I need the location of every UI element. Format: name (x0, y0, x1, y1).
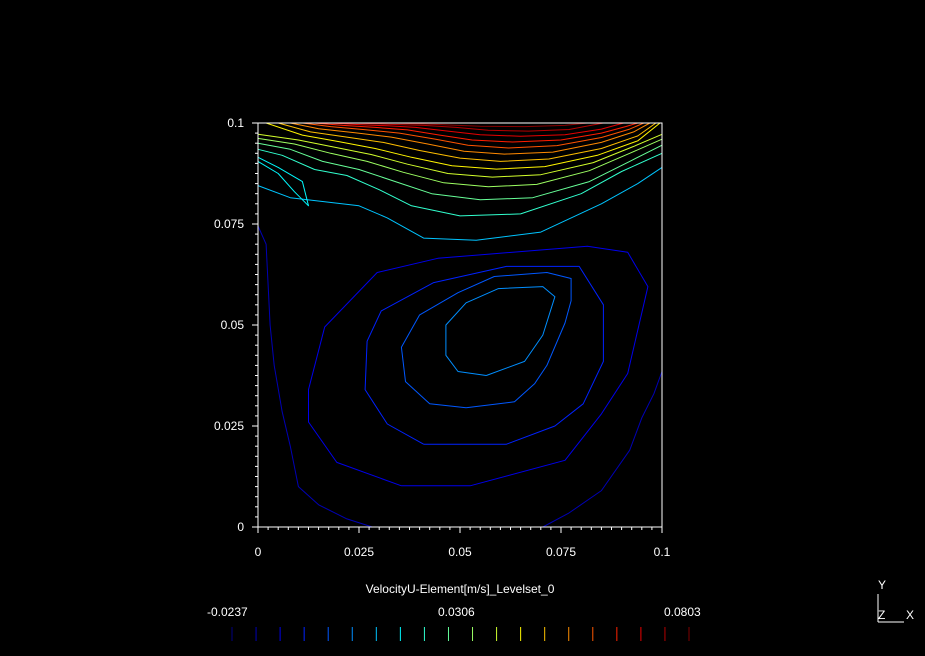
contour-line-17 (330, 122, 624, 137)
y-tick-label: 0.05 (221, 318, 245, 332)
y-tick-label: 0 (237, 520, 244, 534)
contour-line-10 (257, 137, 663, 188)
x-tick-label: 0.05 (448, 545, 472, 559)
y-tick-label: 0.1 (227, 116, 244, 130)
contour-line-1 (542, 371, 663, 528)
y-tick-label: 0.075 (214, 217, 244, 231)
colorbar-mid-label: 0.0306 (438, 605, 475, 619)
x-tick-label: 0.1 (654, 545, 671, 559)
axis-triad: Y Z X (874, 578, 919, 628)
triad-z-label: Z (878, 608, 886, 622)
contour-line-13 (278, 122, 657, 162)
triad-x-label: X (906, 608, 915, 622)
contour-line-14 (290, 122, 651, 155)
contour-line-4 (400, 272, 572, 409)
contour-line-11 (257, 133, 663, 178)
plot-frame (257, 122, 663, 528)
contour-line-9 (257, 142, 663, 201)
contour-line-16 (314, 122, 638, 143)
colorbar-swatches (231, 627, 690, 641)
contour-line-0 (257, 225, 373, 528)
contour-line-18 (354, 122, 604, 132)
contour-line-5 (445, 286, 556, 376)
colorbar-max-label: 0.0803 (664, 605, 701, 619)
contour-line-19 (395, 122, 588, 128)
contour-line-2 (308, 245, 649, 487)
x-axis: 0 0.025 0.05 0.075 0.1 (255, 527, 671, 559)
x-tick-label: 0.075 (546, 545, 576, 559)
contour-line-6 (257, 166, 663, 241)
colorbar-min-label: -0.0237 (207, 605, 248, 619)
colorbar-title: VelocityU-Element[m/s]_Levelset_0 (365, 582, 555, 596)
contour-lines (257, 122, 663, 528)
y-tick-label: 0.025 (214, 419, 244, 433)
contour-line-8 (257, 148, 663, 217)
x-tick-label: 0 (255, 545, 262, 559)
contour-line-7 (257, 156, 309, 207)
contour-line-12 (265, 122, 661, 170)
triad-y-label: Y (878, 578, 887, 592)
contour-line-15 (302, 122, 644, 149)
axis-triad-lines (877, 594, 904, 623)
contour-line-3 (364, 265, 604, 445)
y-axis: 0 0.025 0.05 0.075 0.1 (214, 116, 258, 534)
x-tick-label: 0.025 (344, 545, 374, 559)
